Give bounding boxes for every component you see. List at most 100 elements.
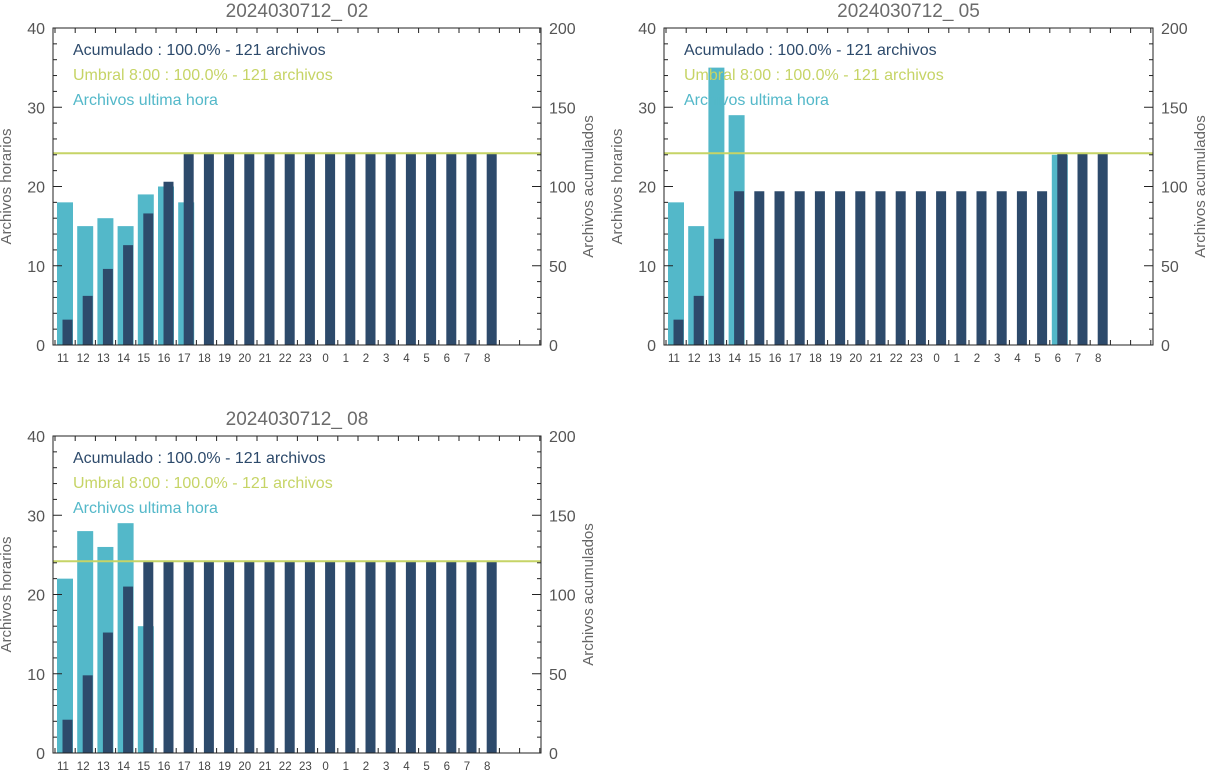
x-tick-label: 11 <box>57 353 69 365</box>
x-tick-label: 12 <box>688 353 701 365</box>
x-tick-label: 1 <box>343 761 349 771</box>
bar-acumulado <box>405 153 416 345</box>
y-tick-label-left: 40 <box>638 21 656 38</box>
x-tick-label: 13 <box>97 353 110 365</box>
chart-title: 2024030712_ 08 <box>226 409 369 430</box>
bar-acumulado <box>855 191 866 345</box>
bar-ultima-hora <box>57 578 73 753</box>
x-tick-label: 23 <box>299 353 312 365</box>
bar-acumulado <box>794 191 805 345</box>
bar-acumulado <box>1077 153 1088 345</box>
x-tick-label: 2 <box>363 353 369 365</box>
x-tick-label: 17 <box>178 761 191 771</box>
bar-acumulado <box>426 153 437 345</box>
y-tick-label-right: 0 <box>549 338 558 355</box>
y-axis-title-right: Archivos acumulados <box>1192 115 1206 258</box>
x-tick-label: 16 <box>158 353 171 365</box>
bar-acumulado <box>284 561 295 753</box>
x-tick-label: 8 <box>484 353 490 365</box>
x-tick-label: 7 <box>464 353 470 365</box>
bar-acumulado <box>713 238 724 345</box>
x-tick-label: 18 <box>198 353 211 365</box>
x-tick-label: 6 <box>1055 353 1061 365</box>
x-tick-label: 12 <box>77 761 90 771</box>
bar-acumulado <box>163 181 174 345</box>
bar-acumulado <box>345 561 356 753</box>
bar-acumulado <box>405 561 416 753</box>
x-tick-label: 18 <box>198 761 211 771</box>
x-tick-label: 18 <box>809 353 822 365</box>
bar-acumulado <box>224 561 235 753</box>
bar-acumulado <box>936 191 947 345</box>
x-tick-label: 15 <box>137 761 150 771</box>
y-axis-title-right: Archivos acumulados <box>580 115 597 258</box>
bar-acumulado <box>264 153 275 345</box>
y-axis-title-left: Archivos horarios <box>0 129 15 245</box>
bar-acumulado <box>143 213 154 345</box>
y-tick-label-right: 50 <box>549 259 567 276</box>
x-tick-label: 2 <box>363 761 369 771</box>
bar-acumulado <box>466 561 477 753</box>
y-tick-label-left: 20 <box>27 588 45 605</box>
bar-acumulado <box>365 153 376 345</box>
bar-ultima-hora <box>57 202 73 345</box>
bar-acumulado <box>734 191 745 345</box>
legend-ultima-hora: Archivos ultima hora <box>73 500 218 517</box>
y-tick-label-right: 100 <box>1161 180 1188 197</box>
bar-acumulado <box>1097 153 1108 345</box>
y-tick-label-left: 20 <box>638 180 656 197</box>
bar-acumulado <box>895 191 906 345</box>
x-tick-label: 17 <box>178 353 191 365</box>
bar-acumulado <box>1037 191 1048 345</box>
x-tick-label: 3 <box>994 353 1000 365</box>
bar-acumulado <box>123 586 134 753</box>
legend-umbral: Umbral 8:00 : 100.0% - 121 archivos <box>73 475 333 492</box>
x-tick-label: 6 <box>444 353 450 365</box>
x-tick-label: 1 <box>954 353 960 365</box>
x-tick-label: 0 <box>322 761 328 771</box>
x-tick-label: 13 <box>97 761 110 771</box>
bar-acumulado <box>62 719 73 753</box>
x-tick-label: 11 <box>57 761 69 771</box>
x-tick-label: 21 <box>870 353 883 365</box>
bar-acumulado <box>486 561 497 753</box>
x-tick-label: 4 <box>1014 353 1021 365</box>
bar-acumulado <box>203 153 214 345</box>
x-tick-label: 4 <box>403 761 410 771</box>
bar-acumulado <box>123 245 134 345</box>
bar-acumulado <box>304 153 315 345</box>
x-tick-label: 3 <box>383 353 389 365</box>
x-tick-label: 2 <box>974 353 980 365</box>
x-tick-label: 3 <box>383 761 389 771</box>
bar-acumulado <box>446 561 457 753</box>
x-tick-label: 4 <box>403 353 410 365</box>
bar-acumulado <box>754 191 765 345</box>
x-tick-label: 20 <box>849 353 862 365</box>
bar-acumulado <box>244 153 255 345</box>
y-tick-label-left: 40 <box>27 429 45 446</box>
x-tick-label: 7 <box>1075 353 1081 365</box>
y-tick-label-right: 150 <box>549 100 576 117</box>
y-tick-label-right: 50 <box>549 667 567 684</box>
y-tick-label-right: 100 <box>549 180 576 197</box>
x-tick-label: 5 <box>1034 353 1040 365</box>
y-tick-label-left: 30 <box>638 100 656 117</box>
y-tick-label-left: 30 <box>27 508 45 525</box>
x-tick-label: 22 <box>279 353 292 365</box>
bar-acumulado <box>82 675 93 753</box>
x-tick-label: 15 <box>748 353 761 365</box>
x-tick-label: 12 <box>77 353 90 365</box>
bar-ultima-hora <box>668 202 684 345</box>
x-tick-label: 22 <box>890 353 903 365</box>
bar-acumulado <box>426 561 437 753</box>
bar-acumulado <box>102 632 113 753</box>
chart-title: 2024030712_ 02 <box>226 1 369 22</box>
bar-acumulado <box>774 191 785 345</box>
x-tick-label: 16 <box>158 761 171 771</box>
y-tick-label-right: 0 <box>549 746 558 763</box>
bar-acumulado <box>365 561 376 753</box>
